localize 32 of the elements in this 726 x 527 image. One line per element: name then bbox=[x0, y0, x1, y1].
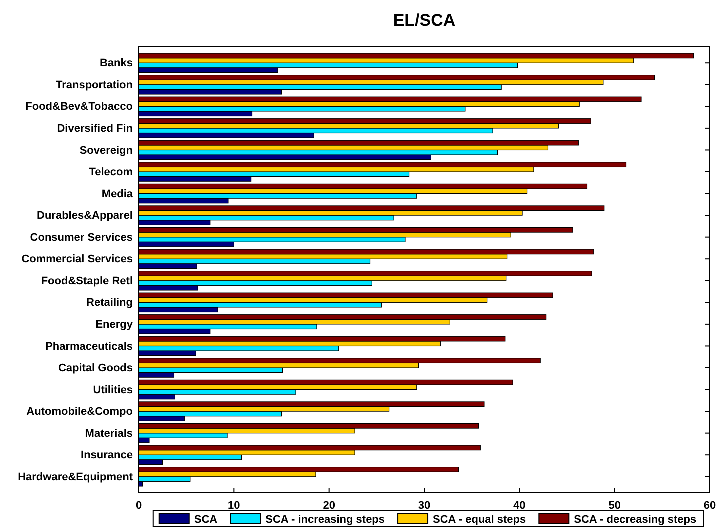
x-tick-label: 0 bbox=[136, 500, 142, 512]
y-tick-label: Telecom bbox=[89, 166, 134, 179]
legend-label: SCA - increasing steps bbox=[266, 514, 386, 526]
y-tick-label: Durables&Apparel bbox=[37, 210, 133, 222]
legend-label: SCA bbox=[194, 514, 218, 526]
y-tick-label: Capital Goods bbox=[58, 362, 133, 375]
y-tick-label: Banks bbox=[100, 58, 133, 70]
y-tick-label: Food&Bev&Tobacco bbox=[26, 101, 134, 114]
x-tick-label: 40 bbox=[514, 500, 526, 512]
y-tick-label: Pharmaceuticals bbox=[46, 340, 133, 353]
x-tick-label: 20 bbox=[323, 500, 336, 512]
y-tick-label: Diversified Fin bbox=[57, 122, 134, 135]
chart-title: EL/SCA bbox=[393, 11, 456, 30]
y-tick-label: Insurance bbox=[81, 450, 133, 462]
y-tick-label: Sovereign bbox=[80, 144, 134, 157]
y-tick-label: Retailing bbox=[86, 297, 133, 310]
y-tick-label: Transportation bbox=[56, 79, 134, 92]
x-tick-label: 30 bbox=[418, 500, 431, 512]
y-tick-label: Consumer Services bbox=[30, 232, 133, 244]
y-tick-label: Energy bbox=[96, 318, 134, 331]
y-tick-label: Automobile&Compo bbox=[26, 406, 134, 418]
x-tick-label: 50 bbox=[608, 500, 621, 512]
y-tick-label: Commercial Services bbox=[22, 254, 133, 266]
x-tick-label: 60 bbox=[704, 500, 716, 512]
legend-label: SCA - equal steps bbox=[433, 514, 526, 526]
y-tick-label: Utilities bbox=[93, 384, 133, 396]
y-tick-label: Materials bbox=[85, 428, 133, 440]
y-tick-label: Hardware&Equipment bbox=[18, 471, 134, 484]
y-tick-label: Media bbox=[102, 188, 134, 200]
x-tick-label: 10 bbox=[228, 500, 240, 512]
y-tick-label: Food&Staple Retl bbox=[41, 275, 133, 288]
legend-label: SCA - decreasing steps bbox=[574, 514, 697, 526]
